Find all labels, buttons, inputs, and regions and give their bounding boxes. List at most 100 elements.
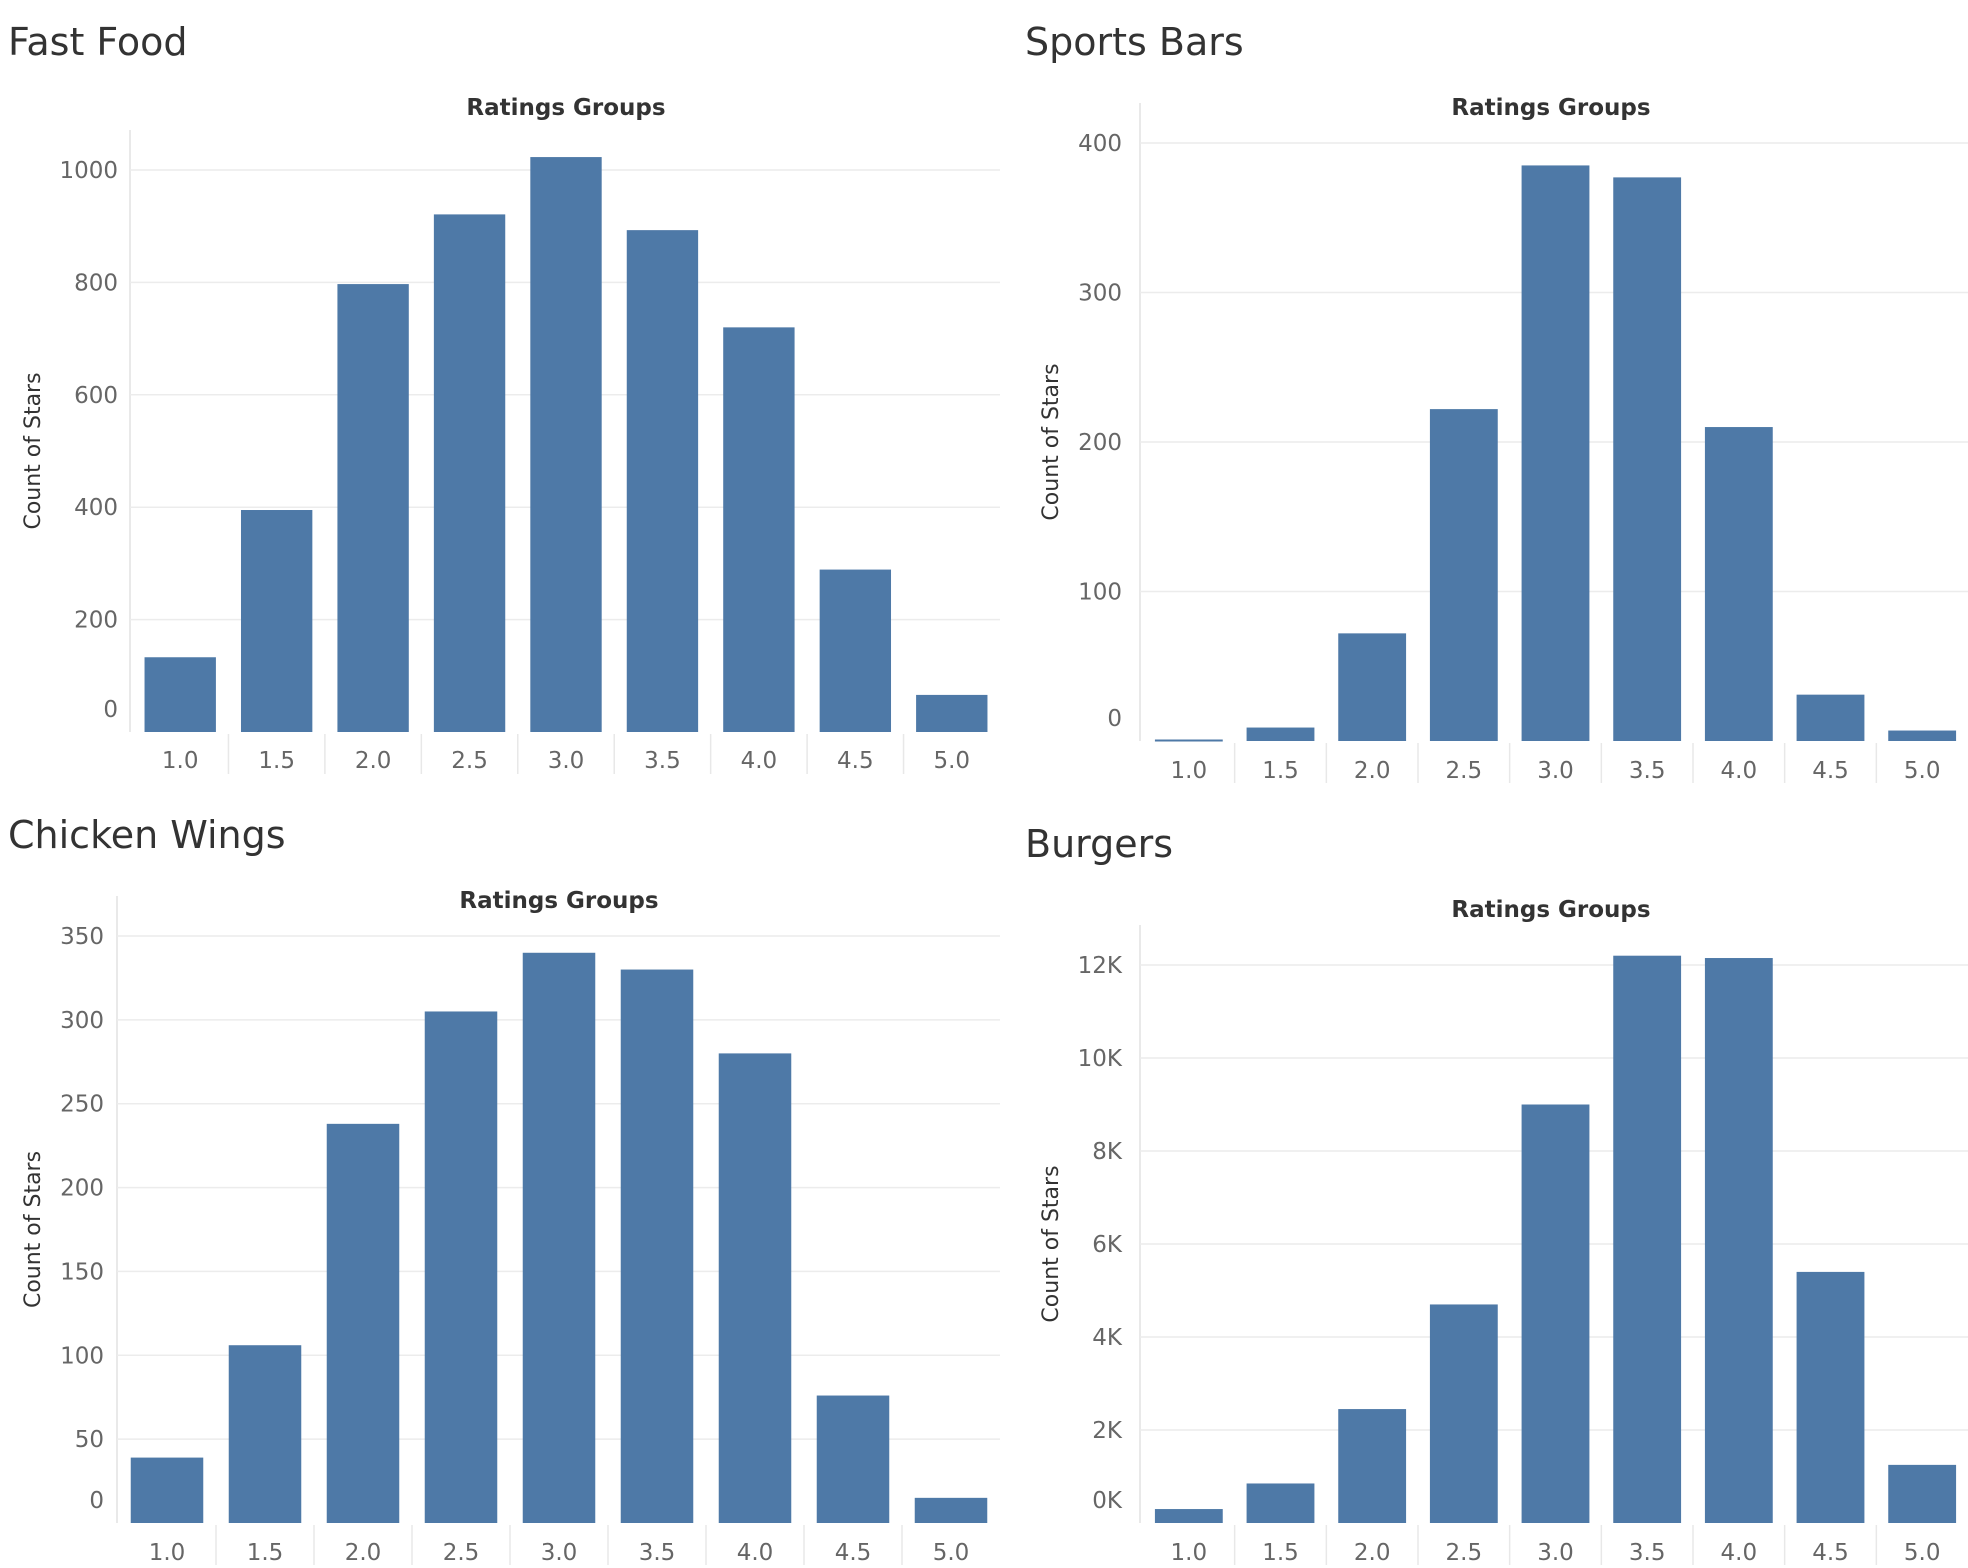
y-tick-label: 200: [74, 608, 118, 634]
x-tick-label: 4.0: [741, 748, 778, 774]
x-axis-header: Ratings Groups: [466, 95, 665, 121]
x-tick-label: 3.0: [548, 748, 585, 774]
x-tick-label: 2.0: [1354, 1540, 1391, 1566]
x-tick-label: 1.0: [1171, 758, 1208, 784]
y-tick-label: 100: [60, 1343, 104, 1369]
bar-5.0: [914, 1497, 988, 1523]
y-tick-label: 150: [60, 1259, 104, 1285]
y-tick-label: 6K: [1092, 1232, 1123, 1258]
x-tick-label: 2.5: [1446, 758, 1483, 784]
x-tick-label: 2.5: [443, 1540, 480, 1566]
x-tick-label: 2.0: [355, 748, 392, 774]
x-tick-label: 2.0: [1354, 758, 1391, 784]
bar-4.5: [819, 569, 892, 732]
y-tick-label: 100: [1078, 580, 1122, 606]
x-tick-label: 2.5: [1446, 1540, 1483, 1566]
x-tick-label: 2.0: [345, 1540, 382, 1566]
y-tick-label: 600: [74, 383, 118, 409]
bar-4.5: [1796, 694, 1865, 741]
x-tick-label: 4.5: [1812, 758, 1849, 784]
bar-2.0: [337, 284, 409, 732]
bar-3.0: [530, 157, 602, 733]
bar-5.0: [1888, 1464, 1957, 1523]
x-tick-label: 3.5: [1629, 1540, 1666, 1566]
bar-2.5: [1429, 1304, 1498, 1523]
bar-1.0: [144, 657, 216, 732]
bar-1.0: [1154, 1509, 1223, 1523]
y-axis-label: Count of Stars: [21, 372, 46, 529]
x-tick-label: 5.0: [933, 1540, 970, 1566]
x-tick-label: 1.5: [258, 748, 295, 774]
bar-2.5: [424, 1011, 498, 1523]
bar-4.0: [718, 1053, 792, 1523]
bar-5.0: [1888, 730, 1957, 741]
x-axis-header: Ratings Groups: [459, 888, 658, 914]
bar-2.0: [1338, 633, 1407, 741]
bar-2.5: [1429, 409, 1498, 741]
bar-4.5: [816, 1395, 890, 1523]
y-tick-label: 300: [60, 1008, 104, 1034]
bar-3.5: [1613, 955, 1682, 1523]
bar-3.0: [522, 952, 596, 1523]
x-tick-label: 1.5: [247, 1540, 284, 1566]
x-tick-label: 1.5: [1262, 1540, 1299, 1566]
x-axis-header: Ratings Groups: [1451, 95, 1650, 121]
bar-3.0: [1521, 165, 1590, 742]
y-tick-label: 300: [1078, 281, 1122, 307]
chart-panel-2: Chicken Wings Ratings Groups Count of Star…: [8, 813, 1000, 1566]
bar-2.0: [1338, 1409, 1407, 1523]
x-tick-label: 5.0: [1904, 758, 1941, 784]
bar-3.5: [1613, 177, 1682, 741]
bar-3.0: [1521, 1104, 1590, 1523]
bar-4.0: [1704, 958, 1773, 1523]
bar-2.0: [326, 1123, 400, 1523]
x-tick-label: 5.0: [933, 748, 970, 774]
y-tick-label: 0: [89, 1488, 104, 1514]
x-tick-label: 2.5: [451, 748, 488, 774]
chart-title: Chicken Wings: [8, 813, 286, 857]
y-tick-label: 12K: [1078, 953, 1123, 979]
x-tick-label: 1.0: [149, 1540, 186, 1566]
y-tick-label: 0K: [1092, 1488, 1123, 1514]
x-axis-header: Ratings Groups: [1451, 897, 1650, 923]
y-tick-label: 200: [1078, 430, 1122, 456]
y-axis-label: Count of Stars: [1039, 363, 1064, 520]
y-tick-label: 2K: [1092, 1418, 1123, 1444]
x-tick-label: 3.0: [1537, 1540, 1574, 1566]
chart-panel-1: Sports Bars Ratings Groups Count of Stars 0…: [1025, 20, 1968, 784]
y-tick-label: 0: [1107, 706, 1122, 732]
y-tick-label: 200: [60, 1176, 104, 1202]
y-tick-label: 400: [74, 495, 118, 521]
y-tick-label: 350: [60, 924, 104, 950]
x-tick-label: 4.0: [1721, 1540, 1758, 1566]
y-tick-label: 800: [74, 270, 118, 296]
bar-1.0: [1154, 739, 1223, 742]
y-tick-label: 1000: [59, 158, 118, 184]
x-tick-label: 4.0: [737, 1540, 774, 1566]
y-tick-label: 4K: [1092, 1325, 1123, 1351]
bar-1.5: [1246, 727, 1315, 741]
x-tick-label: 4.5: [835, 1540, 872, 1566]
chart-panel-0: Fast Food Ratings Groups Count of Stars 0 20…: [8, 20, 1000, 774]
bar-1.5: [228, 1345, 302, 1523]
x-tick-label: 1.0: [162, 748, 199, 774]
x-tick-label: 3.5: [639, 1540, 676, 1566]
chart-title: Fast Food: [8, 20, 188, 64]
bar-2.5: [433, 214, 506, 732]
bar-4.0: [723, 327, 795, 732]
y-tick-label: 0: [103, 697, 118, 723]
x-tick-label: 3.5: [644, 748, 681, 774]
y-tick-label: 50: [75, 1427, 104, 1453]
y-axis-label: Count of Stars: [21, 1151, 46, 1308]
x-tick-label: 4.5: [1812, 1540, 1849, 1566]
y-axis-label: Count of Stars: [1039, 1165, 1064, 1322]
chart-title: Burgers: [1025, 822, 1173, 866]
bar-3.5: [626, 230, 699, 732]
chart-title: Sports Bars: [1025, 20, 1244, 64]
bar-1.5: [1246, 1483, 1315, 1523]
x-tick-label: 3.5: [1629, 758, 1666, 784]
bar-3.5: [620, 969, 694, 1523]
x-tick-label: 4.0: [1721, 758, 1758, 784]
bar-4.5: [1796, 1271, 1865, 1523]
